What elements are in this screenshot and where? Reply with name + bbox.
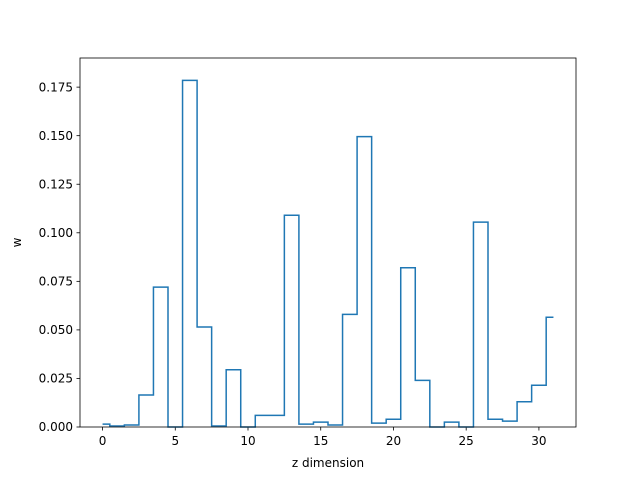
x-tick-label: 5 (171, 434, 179, 448)
y-tick-label: 0.175 (39, 80, 73, 94)
y-tick-label: 0.050 (39, 323, 73, 337)
x-tick-label: 25 (459, 434, 474, 448)
y-tick-label: 0.125 (39, 177, 73, 191)
x-tick-label: 20 (386, 434, 401, 448)
y-tick-label: 0.075 (39, 275, 73, 289)
x-tick-label: 30 (531, 434, 546, 448)
y-tick-label: 0.025 (39, 372, 73, 386)
y-tick-label: 0.000 (39, 420, 73, 434)
y-tick-label: 0.150 (39, 129, 73, 143)
x-axis-label: z dimension (292, 456, 364, 470)
y-axis-label: w (10, 237, 24, 247)
x-tick-label: 10 (240, 434, 255, 448)
y-tick-label: 0.100 (39, 226, 73, 240)
x-tick-label: 15 (313, 434, 328, 448)
x-tick-label: 0 (99, 434, 107, 448)
axes-frame (79, 57, 577, 428)
ticks-layer: 0 5 10 15 20 25 30 0.000 0.025 0.050 0.075 0.100 0.1… (39, 80, 547, 448)
